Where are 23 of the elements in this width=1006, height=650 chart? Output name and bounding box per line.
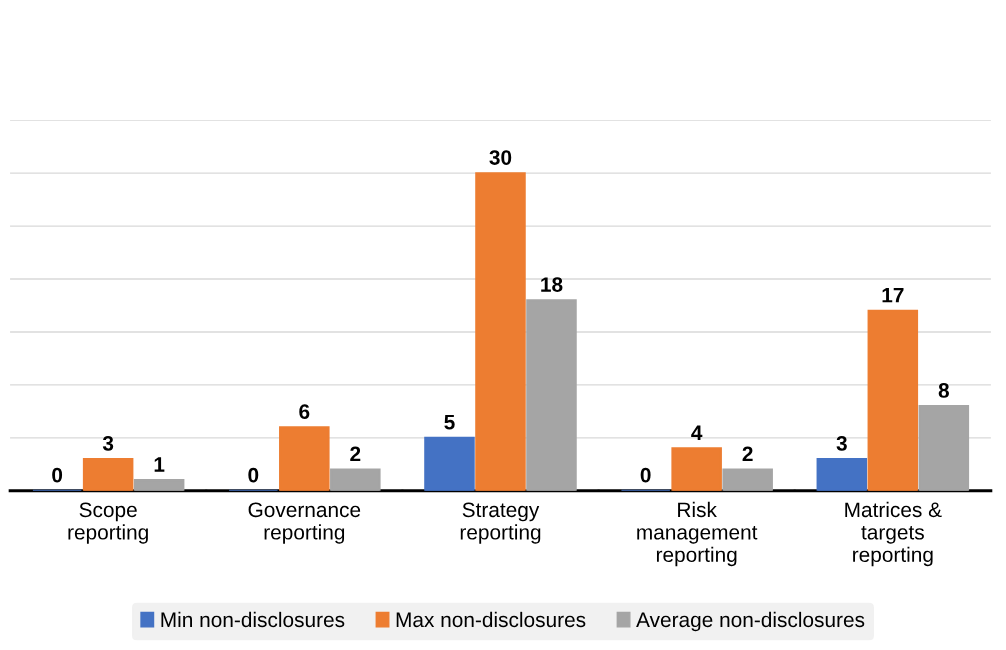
legend-label: Max non-disclosures: [396, 611, 586, 628]
x-tick-label: Matrices & targets reporting: [845, 501, 942, 567]
data-label: 1: [154, 457, 165, 472]
legend-label: Min non-disclosures: [161, 611, 345, 628]
data-label: 8: [938, 383, 949, 398]
data-label: 6: [299, 404, 310, 419]
legend-label: Average non-disclosures: [636, 611, 865, 632]
x-tick-label: Scope reporting: [68, 502, 148, 544]
data-label: 18: [541, 277, 563, 292]
data-label: 5: [444, 415, 455, 430]
data-label: 17: [882, 287, 904, 303]
data-label: 30: [489, 150, 512, 165]
data-label: 0: [640, 467, 651, 483]
data-label: 3: [836, 435, 847, 451]
data-label: 0: [52, 467, 63, 483]
data-label: 0: [248, 467, 259, 483]
data-label: 2: [742, 446, 753, 462]
x-tick-label: Strategy reporting: [460, 502, 541, 544]
data-label: 4: [691, 425, 703, 440]
x-tick-label: Governance reporting: [248, 502, 361, 544]
data-label: 2: [350, 446, 361, 462]
data-label: 3: [102, 435, 114, 451]
x-tick-label: Risk management reporting: [637, 501, 758, 567]
